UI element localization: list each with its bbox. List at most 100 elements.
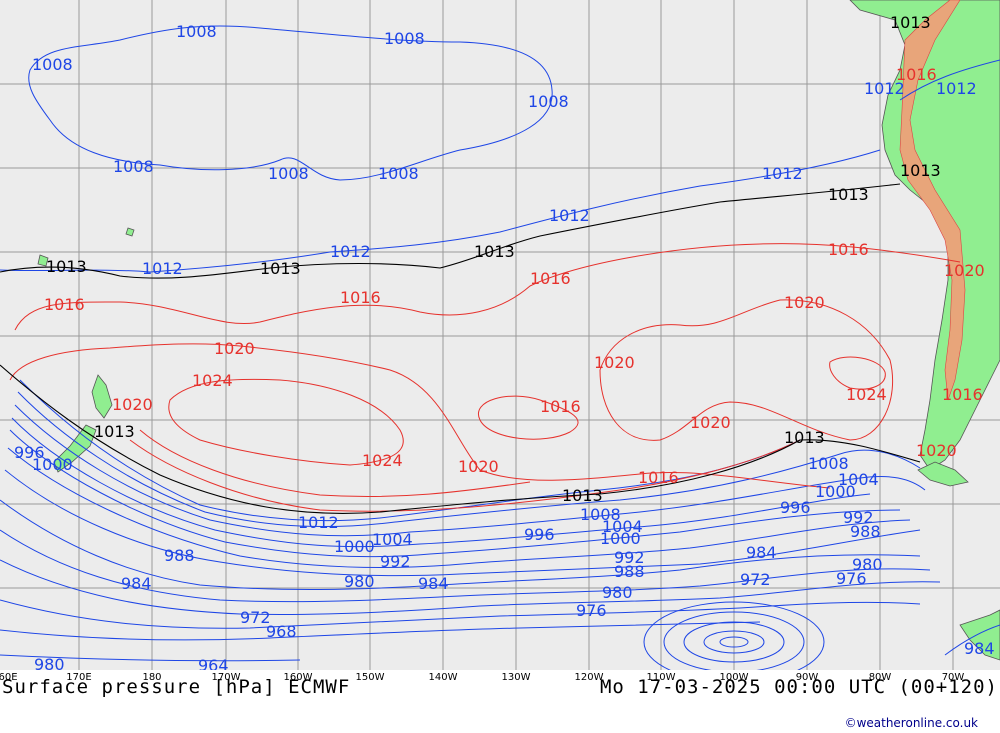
label-1016-c: 1016 xyxy=(340,288,381,307)
label-1016-h: 1016 xyxy=(896,65,937,84)
label-984-c: 984 xyxy=(418,574,449,593)
label-1013-f: 1013 xyxy=(46,257,87,276)
label-1020-a: 1020 xyxy=(784,293,825,312)
label-1008-a: 1008 xyxy=(176,22,217,41)
isobar-1020-north xyxy=(9,343,831,489)
label-1016-f: 1016 xyxy=(638,468,679,487)
isobar-1012-andes xyxy=(899,59,1000,101)
label-1016-b: 1016 xyxy=(530,269,571,288)
label-1013-g: 1013 xyxy=(94,422,135,441)
isobar-chart: 1008 1008 1008 1008 1008 1008 1008 1012 … xyxy=(0,0,1000,683)
label-1008-d: 1008 xyxy=(528,92,569,111)
label-984-a: 984 xyxy=(746,543,777,562)
label-1016-g: 1016 xyxy=(942,385,983,404)
blue-labels: 1008 1008 1008 1008 1008 1008 1008 1012 … xyxy=(14,22,995,675)
credit-link[interactable]: ©weatheronline.co.uk xyxy=(844,716,978,730)
label-1004-c: 1004 xyxy=(602,517,643,536)
label-988-b: 988 xyxy=(164,546,195,565)
pressure-map: 1008 1008 1008 1008 1008 1008 1008 1012 … xyxy=(0,0,1000,683)
new-zealand-north xyxy=(91,374,113,419)
label-1004-a: 1004 xyxy=(838,470,879,489)
label-992-b: 992 xyxy=(380,552,411,571)
isobar-1016-north xyxy=(14,243,961,331)
isobar-1024 xyxy=(168,378,404,466)
label-1024-a: 1024 xyxy=(192,371,233,390)
low-pressure-isobars xyxy=(0,25,1000,683)
isobar-964 xyxy=(0,654,301,662)
label-1008-e: 1008 xyxy=(113,157,154,176)
label-1020-h: 1020 xyxy=(944,261,985,280)
isobar-984-east xyxy=(944,624,1000,656)
label-1012-f: 1012 xyxy=(864,79,905,98)
label-1020-d: 1020 xyxy=(112,395,153,414)
sea-background xyxy=(0,0,1000,670)
isobar-1008-north xyxy=(28,25,553,181)
label-1020-f: 1020 xyxy=(458,457,499,476)
lon-label: 90W xyxy=(795,672,819,683)
isobar-976 xyxy=(0,559,941,616)
isobar-1000 xyxy=(11,417,871,548)
isobar-968 xyxy=(0,621,761,641)
label-1013-i: 1013 xyxy=(562,486,603,505)
isobar-1012-south xyxy=(19,379,801,522)
label-1016-a: 1016 xyxy=(828,240,869,259)
lon-label: 170W xyxy=(211,672,241,683)
label-1008-g: 1008 xyxy=(378,164,419,183)
lon-label: 110W xyxy=(646,672,676,683)
label-964: 964 xyxy=(198,656,229,670)
andes-relief xyxy=(899,0,966,401)
isobar-1020-south xyxy=(139,429,531,498)
lon-label: 60E xyxy=(0,672,18,683)
label-976-a: 976 xyxy=(836,569,867,588)
label-996-c: 996 xyxy=(14,443,45,462)
isobar-1004 xyxy=(14,404,926,537)
label-1012-d: 1012 xyxy=(142,259,183,278)
label-1013-e: 1013 xyxy=(260,259,301,278)
label-1013-c: 1013 xyxy=(828,185,869,204)
isobar-996 xyxy=(9,429,901,558)
label-1012-b: 1012 xyxy=(549,206,590,225)
label-1013-d: 1013 xyxy=(474,242,515,261)
label-1016-e: 1016 xyxy=(540,397,581,416)
label-1024-b: 1024 xyxy=(362,451,403,470)
red-labels: 1016 1016 1016 1016 1016 1016 1016 1016 … xyxy=(44,65,985,487)
isobar-1020-east xyxy=(599,299,894,441)
label-1000-c: 1000 xyxy=(600,529,641,548)
isobar-1013 xyxy=(0,183,921,514)
label-1012-c: 1012 xyxy=(330,242,371,261)
isobar-992 xyxy=(7,447,911,569)
label-1020-b: 1020 xyxy=(594,353,635,372)
isobar-980 xyxy=(0,529,931,603)
label-1020-c: 1020 xyxy=(214,339,255,358)
label-1000-b: 1000 xyxy=(334,537,375,556)
lon-label: 80W xyxy=(868,672,892,683)
graticule xyxy=(0,0,1000,670)
lon-label: 170E xyxy=(66,672,92,683)
lon-label: 150W xyxy=(355,672,385,683)
black-labels: 1013 1013 1013 1013 1013 1013 1013 1013 … xyxy=(46,13,941,505)
label-1008-h: 1008 xyxy=(580,505,621,524)
south-america-land xyxy=(849,0,1000,471)
label-980-b: 980 xyxy=(344,572,375,591)
label-980-d: 980 xyxy=(34,655,65,670)
label-984-d: 984 xyxy=(964,639,995,658)
label-1013-h: 1013 xyxy=(784,428,825,447)
label-968: 968 xyxy=(266,622,297,641)
label-1020-g: 1020 xyxy=(916,441,957,460)
lon-label: 130W xyxy=(501,672,531,683)
south-georgia xyxy=(959,609,1000,661)
label-996-a: 996 xyxy=(524,525,555,544)
isobar-988 xyxy=(4,469,921,577)
isobar-972 xyxy=(0,599,921,629)
label-984-b: 984 xyxy=(121,574,152,593)
label-980-a: 980 xyxy=(852,555,883,574)
label-1000-d: 1000 xyxy=(32,455,73,474)
label-1008-f: 1008 xyxy=(268,164,309,183)
label-992-c: 992 xyxy=(614,548,645,567)
label-992-a: 992 xyxy=(843,508,874,527)
label-1000-a: 1000 xyxy=(815,482,856,501)
label-1008-b: 1008 xyxy=(384,29,425,48)
label-1012-g: 1012 xyxy=(936,79,977,98)
label-1004-b: 1004 xyxy=(372,530,413,549)
label-988-c: 988 xyxy=(614,562,645,581)
